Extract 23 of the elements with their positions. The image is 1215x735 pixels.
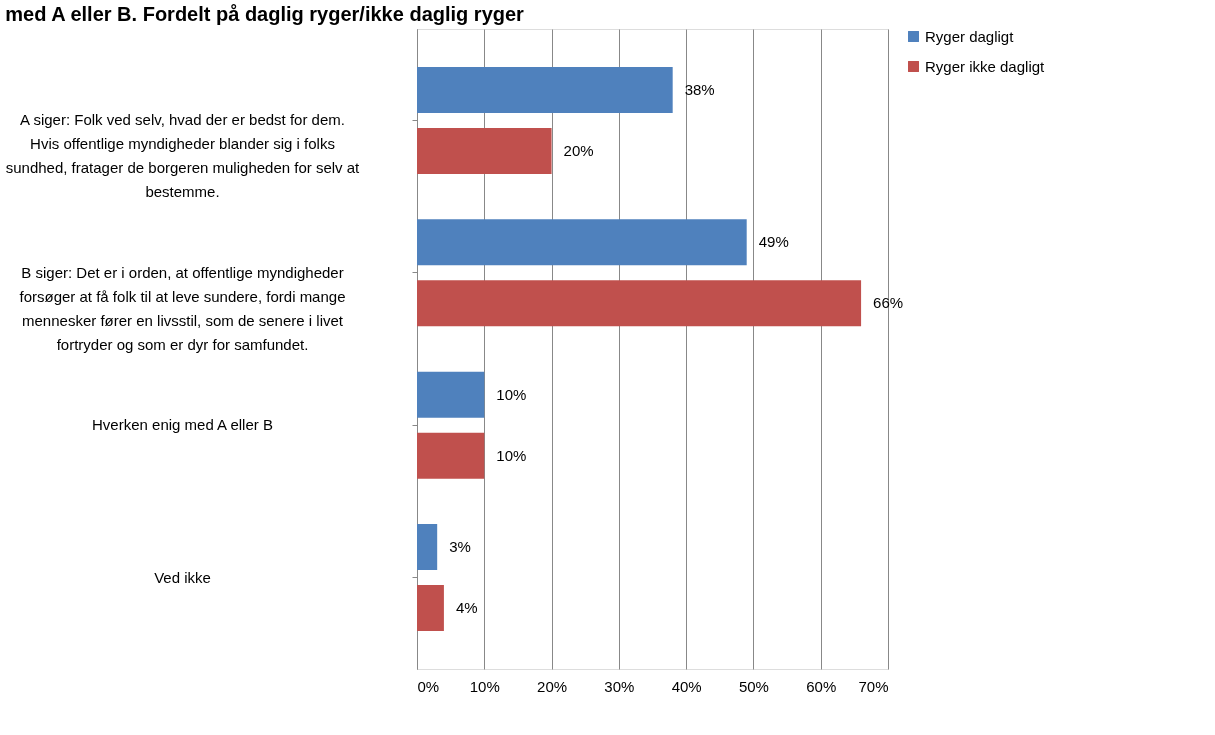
- x-tick-label: 10%: [469, 677, 500, 695]
- data-label: 4%: [455, 599, 478, 617]
- data-label: 20%: [563, 141, 594, 159]
- x-tick-label: 70%: [858, 677, 889, 695]
- y-tick-label: Hverken enig med A eller B: [92, 416, 273, 434]
- x-tick-label: 60%: [806, 677, 837, 695]
- legend-label: Ryger dagligt: [925, 27, 1015, 45]
- data-label: 49%: [758, 233, 789, 251]
- x-tick-label: 40%: [671, 677, 702, 695]
- y-tick-label: A siger: Folk ved selv, hvad der er bedst for dem. Hvis offentlige myndigheder blander sig i folks sundhed, fratager de borgeren muligheden for selv at bestemme.: [5, 111, 361, 201]
- data-label: 10%: [496, 385, 527, 403]
- x-tick-label: 50%: [738, 677, 769, 695]
- data-label: 10%: [496, 446, 527, 464]
- x-tick-label: 30%: [604, 677, 635, 695]
- legend-label: Ryger ikke dagligt: [925, 57, 1046, 75]
- x-tick-label: 0%: [417, 677, 440, 695]
- y-tick-label: Ved ikke: [154, 568, 211, 586]
- x-tick-label: 20%: [537, 677, 568, 695]
- y-tick-label: B siger: Det er i orden, at offentlige myndigheder forsøger at få folk til at leve sundere, fordi mange mennesker fører en livsstil, som de senere i livet fortryder og som er dyr for samfundet.: [19, 263, 346, 353]
- data-label: 3%: [449, 538, 471, 556]
- data-label: 38%: [684, 80, 715, 98]
- data-label: 66%: [873, 294, 904, 312]
- chart-title: med A eller B. Fordelt på daglig ryger/ikke daglig ryger: [5, 3, 525, 25]
